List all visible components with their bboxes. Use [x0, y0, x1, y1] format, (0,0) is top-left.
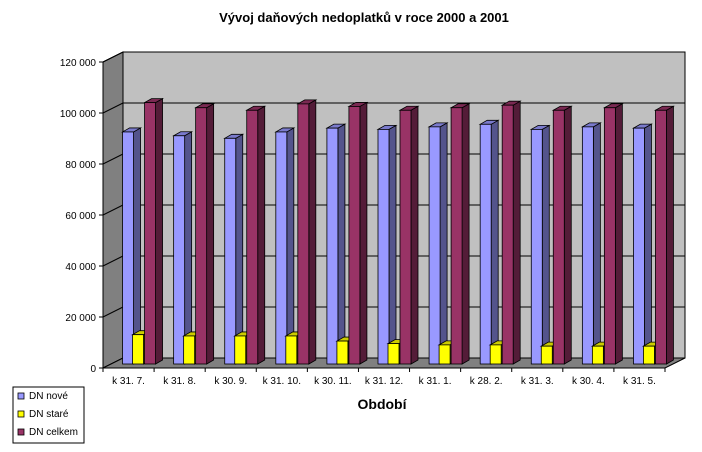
- bar-side: [286, 127, 295, 365]
- bar: [297, 103, 310, 365]
- bar-side: [541, 124, 550, 365]
- y-tick-label: 40 000: [65, 262, 96, 273]
- bar: [122, 131, 134, 365]
- y-tick-label: 20 000: [65, 313, 96, 324]
- bar: [552, 109, 565, 365]
- bar: [285, 335, 298, 365]
- gridline-side: [102, 204, 124, 216]
- bar: [489, 344, 502, 365]
- bar: [530, 128, 543, 365]
- bar-side: [461, 103, 470, 365]
- bar-side: [490, 119, 499, 365]
- legend-box: [12, 386, 85, 444]
- chart-title: Vývoj daňových nedoplatků v roce 2000 a …: [219, 10, 509, 25]
- bar-side: [410, 105, 419, 365]
- bar: [326, 127, 339, 365]
- bar-side: [666, 105, 674, 365]
- plot-area: 0 20 000 40 000 60 000 80 000 100 000 120 000 k…: [60, 51, 686, 387]
- bar-side: [359, 101, 368, 365]
- bar: [643, 345, 655, 365]
- x-tick-label: k 31. 7.: [112, 376, 145, 387]
- bar: [377, 128, 390, 365]
- bar: [438, 344, 451, 365]
- x-tick-label: k 31. 8.: [163, 376, 196, 387]
- y-tick-label: 0: [90, 364, 96, 375]
- gridline-side: [102, 306, 124, 318]
- bar: [224, 137, 237, 365]
- bar: [144, 102, 156, 365]
- y-tick-label: 80 000: [65, 160, 96, 171]
- bar: [132, 334, 144, 365]
- bar: [603, 107, 616, 365]
- bar: [540, 345, 553, 365]
- x-tick-label: k 30. 4.: [572, 376, 605, 387]
- legend: DN nové DN staré DN celkem: [12, 386, 85, 444]
- bar: [387, 343, 400, 365]
- bar: [183, 335, 196, 365]
- y-tick-label: 60 000: [65, 211, 96, 222]
- bar: [479, 123, 492, 365]
- legend-swatch: [17, 392, 25, 400]
- bar-side: [206, 103, 215, 365]
- bar: [581, 126, 594, 365]
- bar-side: [644, 123, 652, 365]
- bar-side: [337, 123, 346, 365]
- legend-label: DN nové: [29, 391, 68, 402]
- gridline-side: [102, 153, 124, 165]
- bar-side: [388, 124, 397, 365]
- x-axis-title: Období: [358, 396, 408, 412]
- bar: [234, 335, 247, 365]
- x-tick-label: k 28. 2.: [470, 376, 503, 387]
- bar: [173, 135, 186, 365]
- bar: [275, 131, 288, 365]
- y-tick-label: 120 000: [60, 58, 97, 69]
- x-tick-label: k 31. 1.: [419, 376, 452, 387]
- bar: [348, 106, 361, 365]
- bar: [450, 107, 463, 365]
- gridline-side: [102, 255, 124, 267]
- bar: [246, 109, 259, 365]
- x-tick-label: k 31. 5.: [623, 376, 656, 387]
- x-tick-label: k 30. 11.: [314, 376, 352, 387]
- bar: [501, 104, 514, 365]
- legend-swatch: [17, 410, 25, 418]
- bar-side: [155, 97, 163, 365]
- bar-side: [133, 127, 141, 365]
- bar: [655, 109, 667, 365]
- y-tick-label: 100 000: [60, 109, 97, 120]
- gridline-side: [102, 102, 124, 114]
- x-tick-label: k 31. 3.: [521, 376, 554, 387]
- bar-side: [563, 105, 572, 365]
- bar: [399, 109, 412, 365]
- legend-label: DN celkem: [29, 427, 78, 438]
- bar-side: [592, 122, 601, 365]
- x-tick-label: k 31. 12.: [365, 376, 403, 387]
- gridline-side: [102, 51, 124, 63]
- bar-side: [614, 103, 623, 365]
- bar-side: [257, 105, 266, 365]
- x-tick-label: k 30. 9.: [214, 376, 247, 387]
- bar: [336, 340, 349, 365]
- bar: [633, 127, 645, 365]
- bar-side: [235, 133, 244, 365]
- bar-side: [184, 131, 193, 365]
- bar-side: [439, 122, 448, 365]
- bar: [591, 345, 604, 365]
- bar-side: [512, 100, 521, 365]
- legend-swatch: [17, 428, 25, 436]
- x-tick-label: k 31. 10.: [263, 376, 301, 387]
- bar-side: [308, 99, 317, 365]
- bar: [428, 126, 441, 365]
- bar: [195, 107, 208, 365]
- legend-label: DN staré: [29, 409, 69, 420]
